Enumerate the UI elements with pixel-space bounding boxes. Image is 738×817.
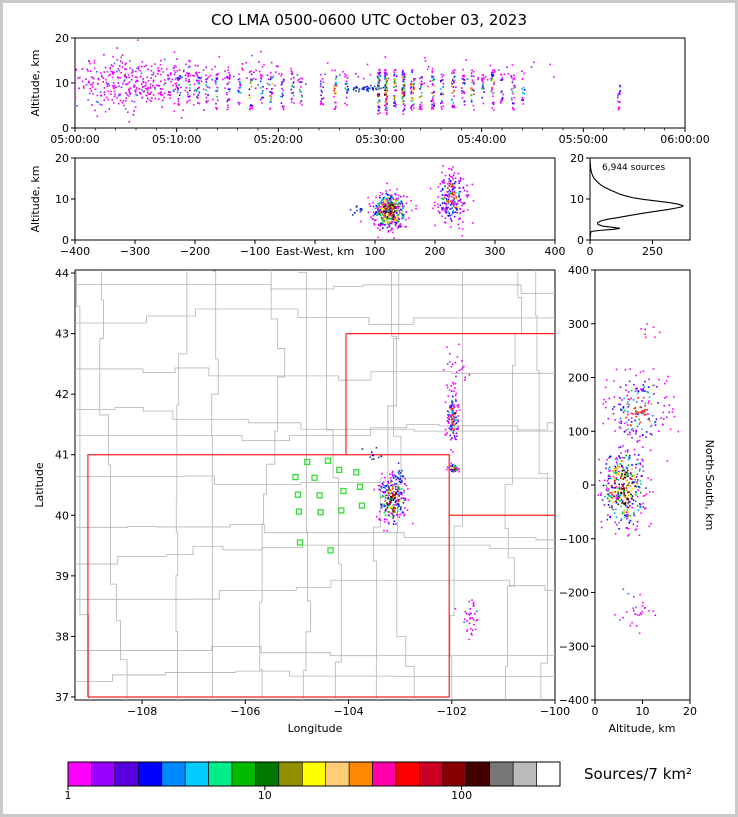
svg-text:200: 200 <box>568 372 589 385</box>
colorbar-tick-100: 100 <box>451 789 473 802</box>
north-south-panel: 0 10 20 −400 −300 −200 −100 0 100 200 300 400 <box>559 264 697 718</box>
svg-text:10: 10 <box>636 705 650 718</box>
svg-text:−300: −300 <box>120 245 150 258</box>
svg-text:10: 10 <box>55 193 69 206</box>
altitude-histogram-panel: 0 250 0 10 20 <box>570 152 691 258</box>
svg-text:400: 400 <box>568 264 589 277</box>
svg-text:20: 20 <box>55 32 69 45</box>
svg-text:−104: −104 <box>333 705 363 718</box>
svg-text:20: 20 <box>570 152 584 165</box>
svg-text:05:10:00: 05:10:00 <box>152 133 201 146</box>
svg-text:0: 0 <box>582 479 589 492</box>
sources-count-annotation: 6,944 sources <box>602 163 666 173</box>
svg-text:100: 100 <box>568 425 589 438</box>
colorbar-tick-10: 10 <box>257 789 272 802</box>
svg-text:20: 20 <box>683 705 697 718</box>
svg-text:300: 300 <box>485 245 506 258</box>
svg-text:41: 41 <box>55 449 69 462</box>
svg-text:0: 0 <box>62 234 69 247</box>
svg-text:0: 0 <box>62 122 69 135</box>
ew-panel-ylabel: Altitude, km <box>29 165 42 233</box>
east-west-panel: −400 −300 −200 −100 East-West, km 100 200 300 40… <box>55 152 566 258</box>
svg-text:05:50:00: 05:50:00 <box>559 133 608 146</box>
svg-text:42: 42 <box>55 388 69 401</box>
ns-panel-ylabel: North-South, km <box>703 439 716 531</box>
svg-text:−106: −106 <box>230 705 260 718</box>
svg-text:400: 400 <box>545 245 566 258</box>
colorbar-tick-1: 1 <box>64 789 72 802</box>
svg-text:−200: −200 <box>559 587 589 600</box>
svg-text:06:00:00: 06:00:00 <box>660 133 709 146</box>
svg-text:200: 200 <box>425 245 446 258</box>
map-xlabel: Longitude <box>287 722 343 735</box>
ns-panel-xlabel: Altitude, km <box>608 722 676 735</box>
svg-text:0: 0 <box>592 705 599 718</box>
svg-text:0: 0 <box>587 245 594 258</box>
svg-text:40: 40 <box>55 509 69 522</box>
svg-text:05:20:00: 05:20:00 <box>254 133 303 146</box>
time-height-panel: 05:00:00 05:10:00 05:20:00 05:30:00 05:40:00… <box>50 32 709 146</box>
svg-text:10: 10 <box>55 77 69 90</box>
svg-text:−200: −200 <box>180 245 210 258</box>
svg-text:38: 38 <box>55 630 69 643</box>
svg-text:10: 10 <box>570 193 584 206</box>
svg-text:100: 100 <box>365 245 386 258</box>
svg-text:−102: −102 <box>437 705 467 718</box>
svg-text:250: 250 <box>642 245 663 258</box>
svg-text:−400: −400 <box>559 694 589 707</box>
page-title: CO LMA 0500-0600 UTC October 03, 2023 <box>210 11 527 29</box>
svg-text:05:30:00: 05:30:00 <box>355 133 404 146</box>
svg-text:20: 20 <box>55 152 69 165</box>
svg-text:43: 43 <box>55 328 69 341</box>
svg-text:05:00:00: 05:00:00 <box>50 133 99 146</box>
svg-text:44: 44 <box>55 267 69 280</box>
svg-text:39: 39 <box>55 570 69 583</box>
svg-text:300: 300 <box>568 318 589 331</box>
svg-text:−400: −400 <box>60 245 90 258</box>
svg-text:East-West, km: East-West, km <box>276 245 354 258</box>
colorbar <box>67 761 561 790</box>
svg-text:−300: −300 <box>559 640 589 653</box>
svg-text:37: 37 <box>55 691 69 704</box>
svg-text:0: 0 <box>577 234 584 247</box>
svg-text:−100: −100 <box>240 245 270 258</box>
svg-text:−108: −108 <box>127 705 157 718</box>
map-panel: −108 −106 −104 −102 −100 37 38 39 40 41 42 43 44 <box>55 267 570 718</box>
map-ylabel: Latitude <box>33 462 46 508</box>
svg-text:−100: −100 <box>540 705 570 718</box>
svg-text:−100: −100 <box>559 533 589 546</box>
colorbar-label: Sources/7 km² <box>584 765 693 783</box>
svg-text:05:40:00: 05:40:00 <box>457 133 506 146</box>
